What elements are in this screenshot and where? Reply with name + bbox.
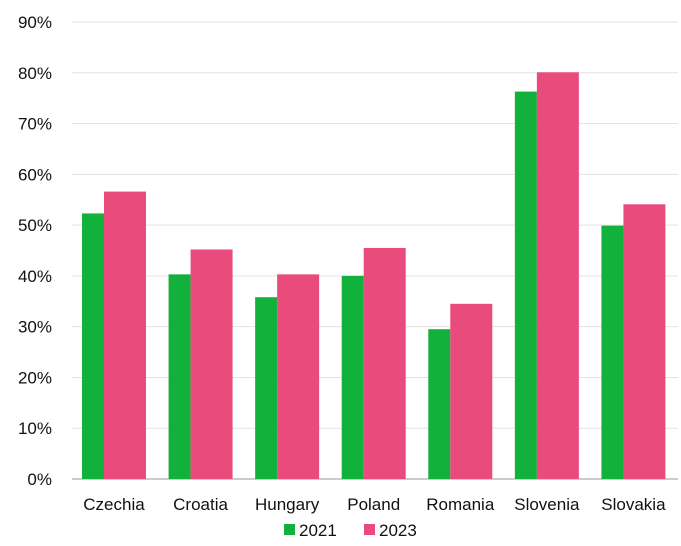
x-tick-label: Czechia	[83, 495, 145, 514]
y-tick-label: 30%	[18, 318, 52, 337]
x-tick-label: Slovenia	[514, 495, 580, 514]
x-tick-label: Hungary	[255, 495, 320, 514]
y-tick-label: 70%	[18, 115, 52, 134]
legend: 2021 2023	[284, 521, 417, 540]
y-axis: 0% 10% 20% 30% 40% 50% 60% 70% 80% 90%	[18, 13, 52, 489]
bar-2021-slovakia	[601, 226, 623, 479]
legend-label-2023: 2023	[379, 521, 417, 540]
legend-swatch-2021	[284, 524, 295, 535]
legend-label-2021: 2021	[299, 521, 337, 540]
x-axis: Czechia Croatia Hungary Poland Romania Sloven…	[83, 495, 666, 514]
y-tick-label: 60%	[18, 165, 52, 184]
y-tick-label: 50%	[18, 216, 52, 235]
x-tick-label: Slovakia	[601, 495, 666, 514]
bar-2023-croatia	[191, 249, 233, 479]
bar-2023-romania	[450, 304, 492, 479]
bar-2021-slovenia	[515, 92, 537, 479]
y-tick-label: 40%	[18, 267, 52, 286]
bar-2023-slovenia	[537, 72, 579, 479]
bar-2023-czechia	[104, 192, 146, 479]
x-tick-label: Poland	[347, 495, 400, 514]
bar-2023-hungary	[277, 274, 319, 479]
x-tick-label: Croatia	[173, 495, 228, 514]
bar-2023-poland	[364, 248, 406, 479]
y-tick-label: 90%	[18, 13, 52, 32]
bar-2021-croatia	[169, 274, 191, 479]
legend-swatch-2023	[364, 524, 375, 535]
y-tick-label: 20%	[18, 368, 52, 387]
y-tick-label: 10%	[18, 419, 52, 438]
y-tick-label: 80%	[18, 64, 52, 83]
bar-2023-slovakia	[623, 204, 665, 479]
bar-2021-czechia	[82, 213, 104, 479]
x-tick-label: Romania	[426, 495, 495, 514]
y-tick-label: 0%	[27, 470, 52, 489]
bar-2021-romania	[428, 329, 450, 479]
bars	[82, 72, 665, 479]
bar-2021-hungary	[255, 297, 277, 479]
bar-2021-poland	[342, 276, 364, 479]
